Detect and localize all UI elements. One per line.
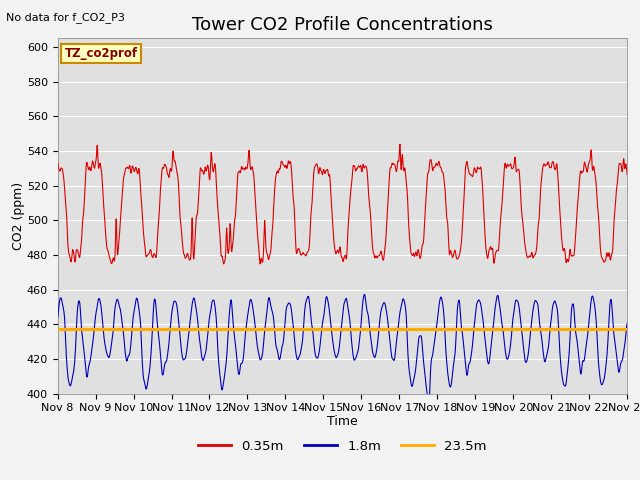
Text: No data for f_CO2_P3: No data for f_CO2_P3 <box>6 12 125 23</box>
Title: Tower CO2 Profile Concentrations: Tower CO2 Profile Concentrations <box>192 16 493 34</box>
Y-axis label: CO2 (ppm): CO2 (ppm) <box>12 182 25 250</box>
X-axis label: Time: Time <box>327 415 358 428</box>
Legend: 0.35m, 1.8m, 23.5m: 0.35m, 1.8m, 23.5m <box>193 434 492 458</box>
Text: TZ_co2prof: TZ_co2prof <box>65 47 138 60</box>
